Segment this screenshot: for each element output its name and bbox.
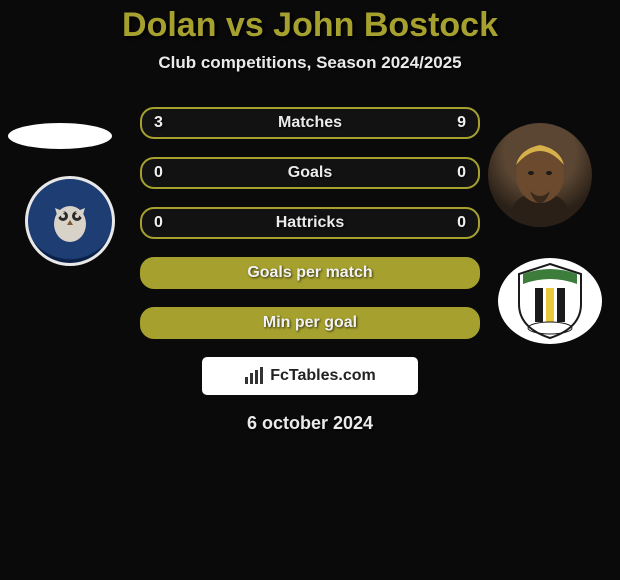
- stat-right-value: 0: [445, 159, 478, 187]
- stat-bar: Min per goal: [140, 307, 480, 339]
- page-title: Dolan vs John Bostock: [0, 0, 620, 45]
- stat-left-value: 3: [142, 109, 175, 137]
- brand-label: FcTables.com: [270, 367, 376, 385]
- stat-left-value: [142, 259, 166, 287]
- stat-bar: Goals per match: [140, 257, 480, 289]
- title-text: Dolan vs John Bostock: [122, 6, 498, 44]
- stat-label: Hattricks: [142, 209, 478, 237]
- stat-left-value: [142, 309, 166, 337]
- bar-chart-icon: [244, 367, 264, 385]
- stat-left-value: 0: [142, 159, 175, 187]
- stat-label: Matches: [142, 109, 478, 137]
- stat-bar: 0 0Hattricks: [140, 207, 480, 239]
- comparison-bars: 39Matches00Goals00HattricksGoals per mat…: [0, 107, 620, 434]
- stat-right-value: 0: [445, 209, 478, 237]
- stat-bar: 0 0Goals: [140, 157, 480, 189]
- page-subtitle: Club competitions, Season 2024/2025: [0, 53, 620, 73]
- stat-right-value: [454, 309, 478, 337]
- stat-label: Min per goal: [142, 309, 478, 337]
- brand-chip: FcTables.com: [202, 357, 418, 395]
- stat-label: Goals per match: [142, 259, 478, 287]
- stat-label: Goals: [142, 159, 478, 187]
- stat-right-value: [454, 259, 478, 287]
- comparison-infographic: Dolan vs John Bostock Club competitions,…: [0, 0, 620, 580]
- stat-left-value: 0: [142, 209, 175, 237]
- stat-right-value: 9: [445, 109, 478, 137]
- stat-bar: 3 9Matches: [140, 107, 480, 139]
- infographic-date: 6 october 2024: [0, 413, 620, 434]
